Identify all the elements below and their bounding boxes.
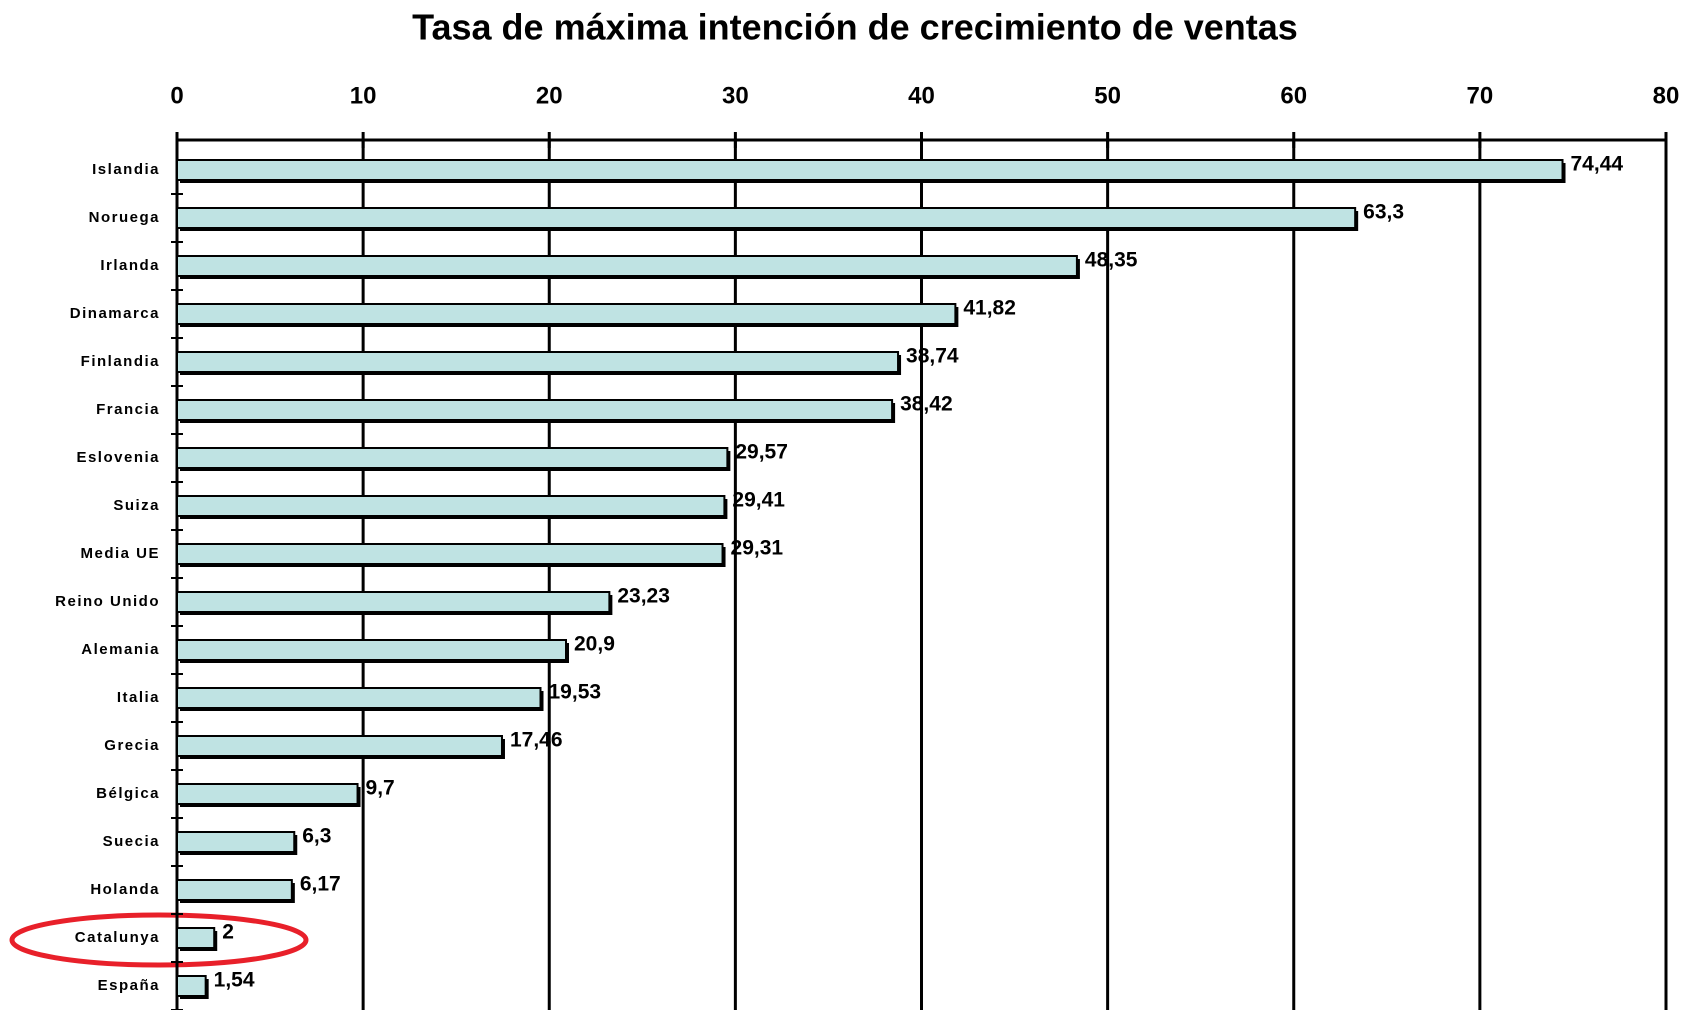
value-label: 38,74 <box>906 345 959 368</box>
value-label: 41,82 <box>963 297 1016 320</box>
value-label: 48,35 <box>1085 249 1138 272</box>
chart-title: Tasa de máxima intención de crecimiento … <box>412 7 1298 48</box>
value-label: 2 <box>222 921 234 944</box>
y-tick-label: Noruega <box>89 209 160 226</box>
y-tick-label: Finlandia <box>81 353 160 370</box>
y-tick-label: Reino Unido <box>55 593 160 610</box>
bar <box>176 687 542 709</box>
y-tick-label: Bélgica <box>96 785 160 802</box>
value-label: 20,9 <box>574 633 615 656</box>
y-tick-label: Suecia <box>103 833 160 850</box>
x-tick-label: 60 <box>1280 82 1307 109</box>
value-label: 74,44 <box>1571 153 1624 176</box>
value-label: 1,54 <box>214 969 255 992</box>
y-tick-label: Media UE <box>80 545 160 562</box>
value-label: 6,3 <box>302 825 331 848</box>
highlight-ellipse <box>9 912 309 968</box>
bar <box>176 351 900 373</box>
y-tick-label: Islandia <box>92 161 160 178</box>
bar <box>176 927 216 949</box>
bar <box>176 495 726 517</box>
bar <box>176 879 293 901</box>
y-tick-label: Holanda <box>90 881 160 898</box>
x-tick-label: 10 <box>350 82 377 109</box>
value-label: 29,57 <box>735 441 788 464</box>
x-tick-label: 50 <box>1094 82 1121 109</box>
value-label: 29,41 <box>732 489 785 512</box>
y-tick-label: Francia <box>96 401 160 418</box>
value-label: 19,53 <box>549 681 602 704</box>
y-tick-label: Grecia <box>104 737 160 754</box>
y-tick-label: Alemania <box>81 641 160 658</box>
bar <box>176 159 1564 181</box>
bar <box>176 399 894 421</box>
value-label: 29,31 <box>731 537 784 560</box>
x-tick-label: 30 <box>722 82 749 109</box>
value-label: 63,3 <box>1363 201 1404 224</box>
y-tick-label: Catalunya <box>75 929 160 946</box>
y-tick-label: Dinamarca <box>70 305 160 322</box>
y-tick-label: España <box>98 977 160 994</box>
x-tick-label: 40 <box>908 82 935 109</box>
value-label: 9,7 <box>366 777 395 800</box>
bar <box>176 831 296 853</box>
bar <box>176 255 1078 277</box>
value-label: 6,17 <box>300 873 341 896</box>
value-label: 23,23 <box>617 585 670 608</box>
x-tick-label: 0 <box>170 82 183 109</box>
value-label: 17,46 <box>510 729 563 752</box>
value-label: 38,42 <box>900 393 953 416</box>
y-tick-label: Irlanda <box>100 257 160 274</box>
bar <box>176 735 503 757</box>
x-tick-label: 20 <box>536 82 563 109</box>
bar <box>176 591 611 613</box>
y-tick-label: Italia <box>117 689 160 706</box>
y-tick-label: Suiza <box>113 497 160 514</box>
bar <box>176 447 729 469</box>
bar <box>176 207 1357 229</box>
bar <box>176 783 359 805</box>
x-tick-label: 70 <box>1467 82 1494 109</box>
bar <box>176 639 568 661</box>
bar <box>176 303 957 325</box>
y-tick-label: Eslovenia <box>76 449 160 466</box>
bar <box>176 975 207 997</box>
x-tick-label: 80 <box>1653 82 1680 109</box>
bar <box>176 543 724 565</box>
